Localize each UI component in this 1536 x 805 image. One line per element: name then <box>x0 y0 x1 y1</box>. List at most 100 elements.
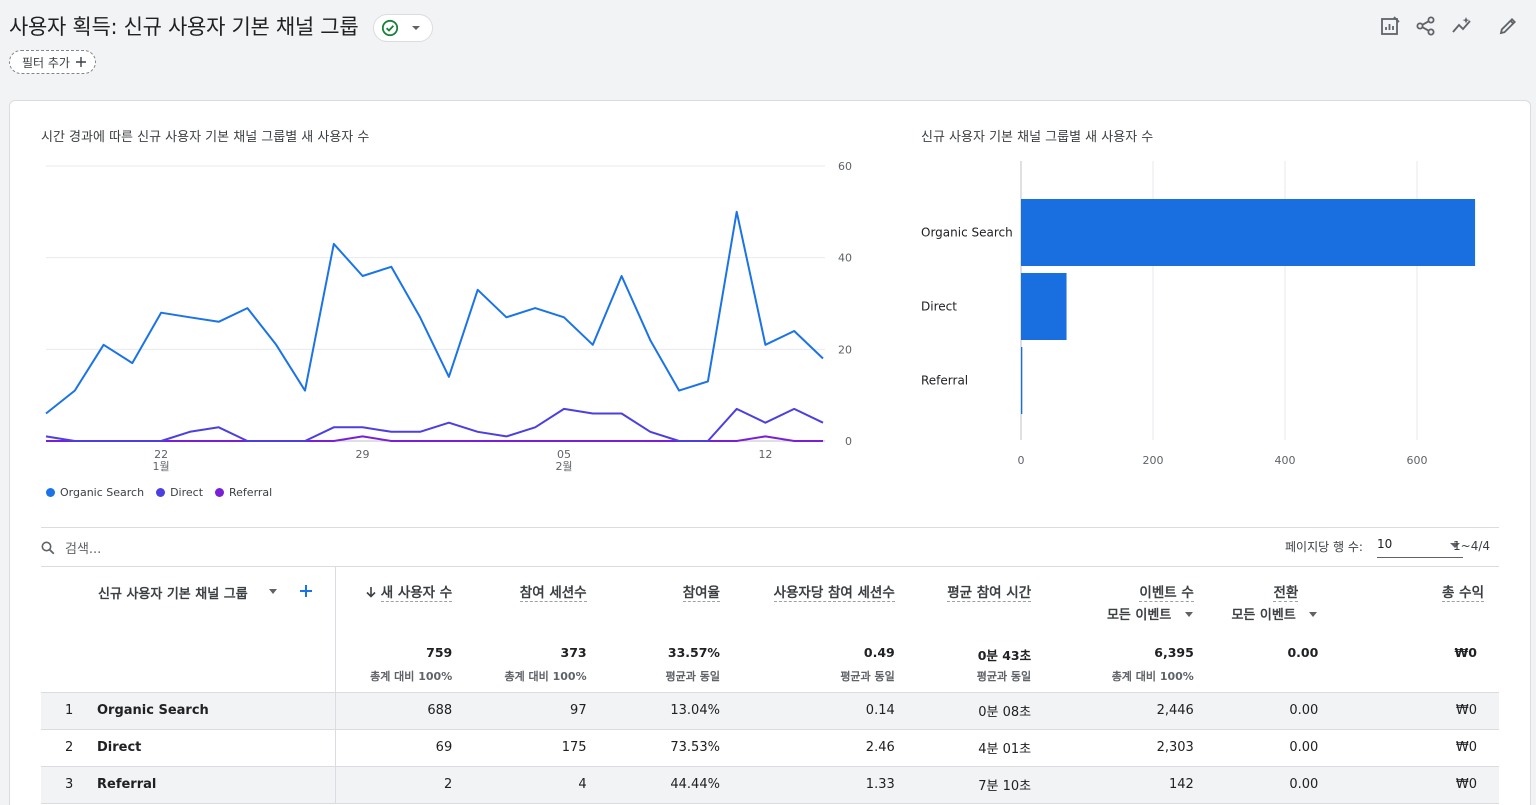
table-row[interactable]: 2 Direct 69 175 73.53% 2.46 4분 01초 2,303… <box>41 729 1499 767</box>
bar-direct <box>1021 273 1067 340</box>
x-tick-label: 600 <box>1407 454 1428 467</box>
insights-icon <box>1452 17 1471 33</box>
column-header-engagement-rate-label-wrap: 참여율 <box>587 567 720 602</box>
series-line-organic-search <box>45 210 824 415</box>
chevron-down-icon <box>269 589 277 594</box>
legend-item-direct[interactable]: Direct <box>156 486 203 499</box>
share-button[interactable] <box>1414 14 1438 38</box>
legend-dot-organic-search <box>46 488 55 497</box>
column-header-engaged-sessions-label-wrap: 참여 세션수 <box>452 567 587 602</box>
x-tick-label: 22 <box>154 448 168 461</box>
column-header-avg-engagement-time[interactable]: 평균 참여 시간 0분 43초 평균과 동일 <box>894 567 1032 693</box>
cell-avg-engagement-time: 0분 08초 <box>894 692 1032 730</box>
column-header-label: 참여 세션수 <box>519 585 587 602</box>
row-channel-name: Referral <box>97 776 157 792</box>
chevron-down-icon <box>1450 543 1460 548</box>
column-header-total-revenue-label-wrap: 총 수익 <box>1340 567 1484 602</box>
column-header-conversions[interactable]: 전환 모든 이벤트 0.00 <box>1193 567 1341 693</box>
table-row[interactable]: 1 Organic Search 688 97 13.04% 0.14 0분 0… <box>41 692 1499 730</box>
y-tick-label: 60 <box>838 160 852 173</box>
line-chart-legend: Organic Search Direct Referral <box>46 486 272 499</box>
cell-avg-engagement-time: 4분 01초 <box>894 729 1032 767</box>
cell-conversions: 0.00 <box>1193 766 1341 804</box>
column-header-total-revenue[interactable]: 총 수익 ₩0 <box>1340 567 1499 693</box>
cell-engaged-sessions: 175 <box>452 729 587 767</box>
column-header-label: 전환 <box>1273 585 1299 602</box>
column-total: 0.00 <box>1287 645 1319 660</box>
table-row[interactable]: 3 Referral 2 4 44.44% 1.33 7분 10초 142 0.… <box>41 766 1499 804</box>
customize-report-button[interactable] <box>1378 14 1402 38</box>
cell-sessions-per-user: 2.46 <box>719 729 895 767</box>
column-header-label: 평균 참여 시간 <box>947 585 1032 602</box>
cell-conversions: 0.00 <box>1193 692 1341 730</box>
cell-conversions: 0.00 <box>1193 729 1341 767</box>
column-header-new-users[interactable]: 새 사용자 수 759 총계 대비 100% <box>335 567 453 693</box>
cell-event-count: 2,303 <box>1031 729 1194 767</box>
add-filter-button[interactable]: 필터 추가 <box>9 50 96 74</box>
table-search-input[interactable]: 검색... <box>65 542 102 557</box>
legend-label-organic-search: Organic Search <box>60 486 145 499</box>
event-filter-select[interactable]: 모든 이벤트 <box>1031 604 1194 623</box>
column-total-comparison: 평균과 동일 <box>840 670 895 683</box>
insights-button[interactable] <box>1450 14 1474 38</box>
column-header-label: 새 사용자 수 <box>380 585 453 602</box>
column-total: 33.57% <box>667 645 720 660</box>
conversion-filter-select[interactable]: 모든 이벤트 <box>1194 604 1319 623</box>
legend-item-referral[interactable]: Referral <box>215 486 272 499</box>
add-dimension-icon[interactable] <box>297 582 315 600</box>
cell-engagement-rate: 13.04% <box>586 692 720 730</box>
cell-total-revenue: ₩0 <box>1340 766 1499 804</box>
conversion-filter-value: 모든 이벤트 <box>1231 608 1296 623</box>
plus-icon <box>75 57 86 67</box>
column-header-engaged-sessions[interactable]: 참여 세션수 373 총계 대비 100% <box>452 567 587 693</box>
arrow-down-icon <box>366 587 376 598</box>
bar-referral <box>1021 347 1023 414</box>
cell-new-users: 2 <box>335 766 453 804</box>
category-label: Direct <box>921 300 957 314</box>
row-index: 2 <box>65 739 74 755</box>
column-total: 0.49 <box>863 645 895 660</box>
category-label: Organic Search <box>921 226 1013 240</box>
column-header-engagement-rate[interactable]: 참여율 33.57% 평균과 동일 <box>586 567 720 693</box>
legend-dot-referral <box>215 488 225 497</box>
column-header-avg-engagement-time-label-wrap: 평균 참여 시간 <box>895 567 1032 602</box>
category-label: Referral <box>921 374 968 388</box>
column-header-event-count-label-wrap: 이벤트 수 <box>1031 567 1194 602</box>
column-total: ₩0 <box>1454 645 1478 660</box>
column-header-engaged-sessions-per-user-label-wrap: 사용자당 참여 세션수 <box>720 567 895 602</box>
chevron-down-icon <box>1184 612 1193 617</box>
x-tick-label: 200 <box>1143 454 1164 467</box>
report-status-chip[interactable] <box>373 14 433 42</box>
chevron-down-icon <box>412 26 420 30</box>
column-header-engaged-sessions-per-user[interactable]: 사용자당 참여 세션수 0.49 평균과 동일 <box>719 567 895 693</box>
bar-organic-search <box>1021 199 1476 266</box>
column-header-event-count[interactable]: 이벤트 수 모든 이벤트 6,395 총계 대비 100% <box>1031 567 1194 693</box>
report-header: 사용자 획득: 신규 사용자 기본 채널 그룹 필터 추가 <box>0 0 1536 100</box>
row-dimension-cell: 2 Direct <box>41 729 336 767</box>
dimension-header[interactable]: 신규 사용자 기본 채널 그룹 <box>41 567 336 693</box>
rows-per-page-select[interactable]: 10 <box>1377 534 1463 558</box>
column-header-label: 이벤트 수 <box>1139 585 1194 602</box>
x-tick-label: 05 <box>557 448 571 461</box>
cell-engagement-rate: 44.44% <box>586 766 720 804</box>
cell-engaged-sessions: 4 <box>452 766 587 804</box>
event-filter-value: 모든 이벤트 <box>1106 608 1172 623</box>
edit-button[interactable] <box>1496 14 1520 38</box>
column-total-comparison: 평균과 동일 <box>976 670 1032 683</box>
bar-chart-title: 신규 사용자 기본 채널 그룹별 새 사용자 수 <box>921 130 1154 145</box>
column-total: 6,395 <box>1154 645 1194 660</box>
cell-avg-engagement-time: 7분 10초 <box>894 766 1032 804</box>
x-tick-label: 400 <box>1275 454 1296 467</box>
chevron-down-icon <box>1309 612 1318 617</box>
cell-event-count: 142 <box>1031 766 1194 804</box>
pencil-icon <box>1499 18 1516 35</box>
search-icon <box>41 541 55 555</box>
row-index: 3 <box>65 776 74 792</box>
cell-sessions-per-user: 0.14 <box>719 692 895 730</box>
legend-label-direct: Direct <box>170 486 204 499</box>
row-channel-name: Direct <box>97 739 142 755</box>
row-channel-name: Organic Search <box>97 702 209 718</box>
share-icon <box>1416 16 1435 36</box>
legend-item-organic-search[interactable]: Organic Search <box>46 486 144 499</box>
x-tick-sublabel: 1월 <box>153 460 170 473</box>
